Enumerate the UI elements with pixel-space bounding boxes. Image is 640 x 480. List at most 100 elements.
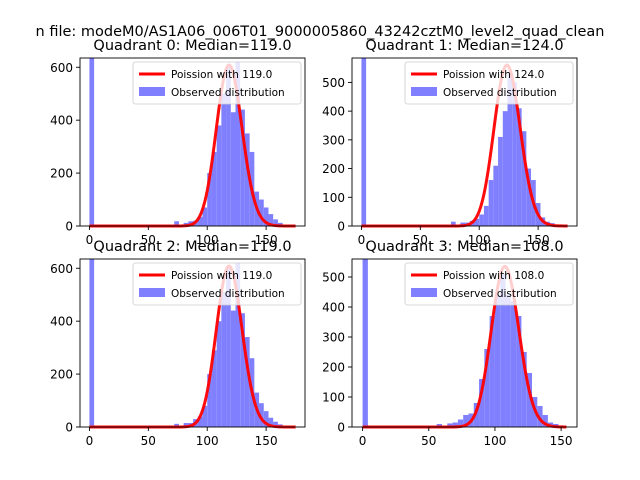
legend-label-observed: Observed distribution [443, 288, 557, 300]
histogram-bar [479, 379, 485, 427]
axes-frame [79, 258, 306, 428]
histogram-bar [202, 207, 208, 226]
histogram-bar [463, 415, 469, 427]
histogram-bar [516, 316, 522, 427]
histogram-bar [259, 199, 264, 226]
x-tick-label: 50 [421, 434, 436, 448]
x-tick-label: 150 [255, 233, 278, 247]
x-tick-label: 150 [550, 434, 573, 448]
y-tick-label: 300 [322, 331, 345, 345]
histogram-bar [474, 218, 480, 226]
histogram-bar [500, 274, 506, 427]
legend-frame [132, 262, 302, 306]
y-tick-label: 600 [50, 61, 73, 75]
legend-frame [404, 61, 574, 105]
subplot-quadrant-3: Quadrant 3: Median=108.0 0 50 100 150 0 100 200… [322, 239, 578, 448]
histogram-bar [493, 165, 499, 226]
histogram-bar [211, 151, 217, 226]
x-tick-label: 150 [527, 233, 550, 247]
histogram-bar [512, 82, 517, 227]
legend-bar-swatch [411, 87, 437, 96]
legend-label-poisson: Poission with 119.0 [171, 69, 272, 81]
legend-label-poisson: Poission with 124.0 [443, 69, 544, 81]
x-tick-label: 100 [483, 434, 506, 448]
histogram-bar [521, 352, 527, 427]
histogram-bar [263, 207, 269, 226]
histogram-bar [452, 422, 458, 427]
histogram-bar [207, 374, 212, 427]
x-tick-label: 150 [255, 434, 278, 448]
histogram-bar [489, 316, 495, 427]
axes-frame [351, 258, 578, 428]
histogram-bar [505, 295, 511, 427]
legend-label-observed: Observed distribution [443, 87, 557, 99]
legend: Poission with 124.0 Observed distribution [404, 61, 574, 105]
histogram-bar [211, 350, 217, 427]
y-tick-label: 100 [322, 191, 345, 205]
histogram-bar [498, 136, 503, 226]
x-tick-label: 50 [141, 434, 156, 448]
histogram-bar [216, 321, 222, 427]
histogram-bar [361, 58, 367, 226]
histogram-bar [273, 421, 278, 427]
histogram-bar [207, 173, 212, 226]
y-tick-label: 400 [322, 301, 345, 315]
subplot-grid: Quadrant 0: Median=119.0 0 50 100 150 0 200 400… [50, 38, 578, 448]
histogram-bar [221, 292, 227, 427]
histogram-bar [226, 268, 231, 427]
y-tick-label: 600 [50, 262, 73, 276]
axes-frame [351, 57, 578, 227]
y-tick-label: 400 [50, 114, 73, 128]
axes-frame [79, 57, 306, 227]
histogram-bar [507, 73, 513, 227]
histogram-bar [89, 259, 95, 427]
subplot-title: Quadrant 1: Median=124.0 [365, 38, 563, 54]
histogram-bar [174, 221, 179, 226]
x-tick-label: 100 [196, 434, 219, 448]
histogram-bar [516, 108, 522, 226]
histogram-bar [235, 61, 241, 226]
histogram-bar [244, 133, 250, 226]
y-tick-label: 0 [337, 220, 345, 234]
y-tick-label: 300 [322, 133, 345, 147]
y-tick-label: 200 [50, 368, 73, 382]
histogram-bar [488, 180, 494, 226]
legend-label-observed: Observed distribution [171, 288, 285, 300]
legend-label-poisson: Poission with 119.0 [171, 270, 272, 282]
histogram-bar [268, 417, 274, 427]
histogram-bar [473, 403, 480, 427]
subplot-quadrant-1: Quadrant 1: Median=124.0 0 50 100 150 0 100 200… [322, 38, 578, 247]
histogram-bar [447, 423, 453, 427]
legend-bar-swatch [139, 87, 165, 96]
subplot-quadrant-0: Quadrant 0: Median=119.0 0 50 100 150 0 200 400… [50, 38, 306, 247]
histogram-bar [526, 168, 532, 226]
histogram-bar [226, 67, 231, 226]
legend-frame [404, 262, 574, 306]
histogram-bar [259, 403, 264, 427]
y-tick-label: 200 [50, 167, 73, 181]
histogram-bar [268, 214, 274, 226]
histogram-bar [183, 423, 189, 427]
histogram-bar [174, 423, 179, 427]
y-tick-label: 0 [337, 421, 345, 435]
histogram-bar [273, 219, 278, 226]
x-tick-label: 0 [359, 434, 367, 448]
histogram-bar [483, 205, 489, 226]
histogram-bar [457, 419, 464, 427]
histogram-bar [362, 259, 368, 427]
histogram-bar [526, 373, 532, 427]
x-tick-label: 0 [86, 434, 94, 448]
histogram-bar [216, 125, 222, 226]
y-tick-label: 500 [322, 76, 345, 90]
x-tick-label: 50 [141, 233, 156, 247]
x-tick-label: 0 [358, 233, 366, 247]
histogram-bar [221, 93, 227, 226]
legend-label-observed: Observed distribution [171, 87, 285, 99]
histogram-bar [542, 415, 548, 427]
subplot-title: Quadrant 3: Median=108.0 [365, 239, 563, 255]
legend-bar-swatch [139, 288, 165, 297]
x-tick-label: 100 [196, 233, 219, 247]
legend-label-poisson: Poission with 108.0 [443, 270, 544, 282]
histogram-bar [197, 216, 203, 226]
